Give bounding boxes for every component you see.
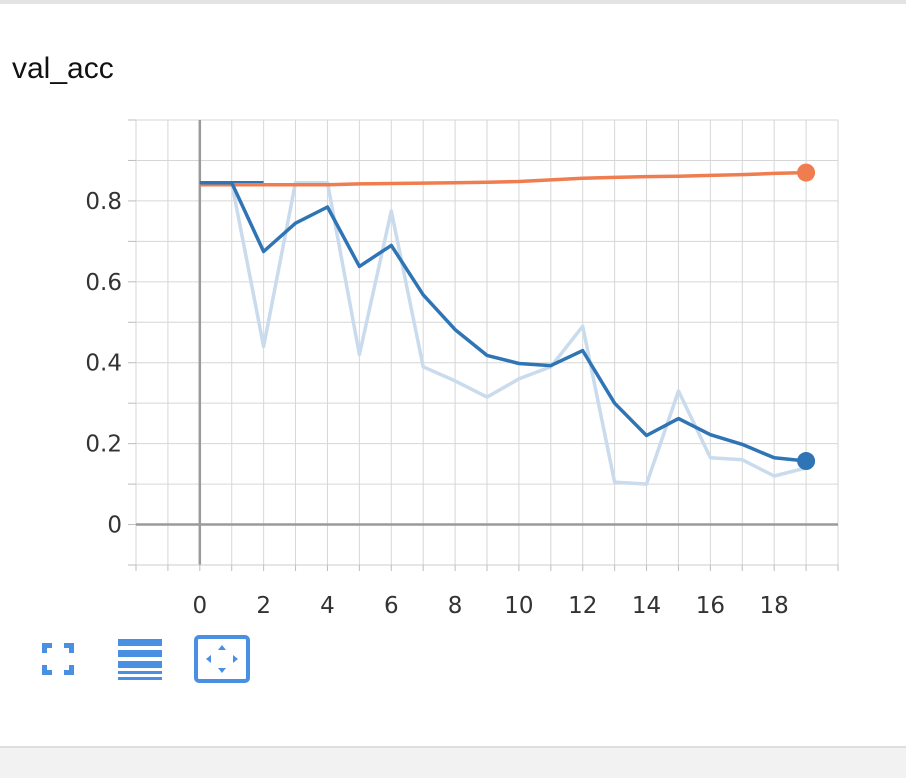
fit-domain-button[interactable] bbox=[194, 632, 250, 686]
x-tick-label: 10 bbox=[504, 593, 533, 619]
x-tick-label: 14 bbox=[632, 593, 661, 619]
fit-domain-icon bbox=[194, 635, 250, 683]
x-tick-label: 18 bbox=[760, 593, 789, 619]
series-end-marker-orange bbox=[797, 163, 816, 182]
y-tick-label: 0.4 bbox=[85, 351, 122, 377]
chart-title: val_acc bbox=[12, 52, 114, 85]
x-tick-label: 4 bbox=[320, 593, 335, 619]
list-lines-icon bbox=[118, 639, 162, 680]
y-tick-label: 0.2 bbox=[85, 432, 122, 458]
val-acc-chart: 0 2 4 6 8 10 12 14 16 18 0 0.2 0.4 0.6 0.8 bbox=[85, 119, 839, 619]
fullscreen-icon bbox=[42, 643, 74, 675]
fullscreen-button[interactable] bbox=[30, 632, 86, 686]
x-tick-label: 2 bbox=[256, 593, 271, 619]
series-line-blue bbox=[199, 180, 807, 463]
x-tick-label: 12 bbox=[568, 593, 597, 619]
series-raw-line-blue bbox=[199, 180, 807, 486]
x-tick-label: 0 bbox=[192, 593, 207, 619]
y-tick-label: 0.8 bbox=[85, 189, 122, 215]
series-line-orange bbox=[199, 170, 807, 187]
x-tick-label: 16 bbox=[696, 593, 725, 619]
chart-toolbar bbox=[30, 632, 250, 686]
x-tick-label: 8 bbox=[448, 593, 463, 619]
bottom-divider bbox=[0, 746, 906, 778]
y-tick-label: 0.6 bbox=[85, 270, 122, 296]
series-end-marker-blue bbox=[797, 452, 816, 471]
y-tick-label: 0 bbox=[107, 513, 122, 539]
x-tick-label: 6 bbox=[384, 593, 399, 619]
top-divider bbox=[0, 0, 906, 4]
list-view-button[interactable] bbox=[112, 632, 168, 686]
